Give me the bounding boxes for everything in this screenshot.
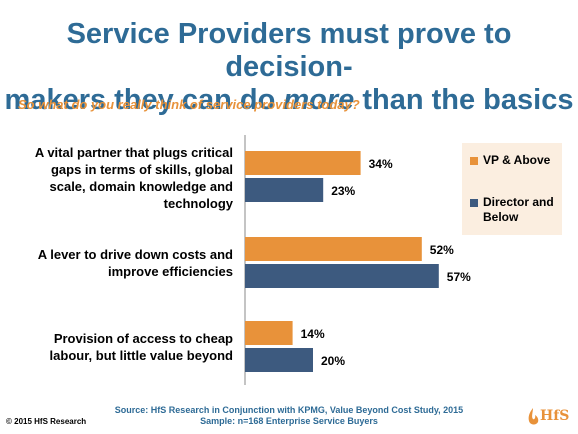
category-label-line: technology: [163, 196, 233, 211]
data-label-director-1: 23%: [331, 184, 355, 198]
category-label-line: Provision of access to cheap: [53, 331, 233, 346]
legend-item-vp: VP & Above: [470, 153, 550, 168]
title-part-3: than the basics: [354, 84, 574, 116]
category-label-line: improve efficiencies: [108, 264, 233, 279]
legend-swatch-director: [470, 198, 478, 207]
legend-label-director-2: Below: [483, 210, 519, 224]
bar-vp-3: [245, 321, 293, 345]
category-label-line: labour, but little value beyond: [49, 348, 233, 363]
hfs-logo: HfS: [526, 406, 572, 428]
category-label-line: A lever to drive down costs and: [37, 247, 233, 262]
category-label-line: gaps in terms of skills, global: [50, 162, 233, 177]
source-note: Source: HfS Research in Conjunction with…: [0, 405, 578, 427]
bar-director-3: [245, 348, 313, 372]
flame-icon: [528, 408, 539, 425]
bar-vp-2: [245, 237, 422, 261]
data-label-vp-3: 14%: [301, 327, 325, 341]
legend: VP & Above Director and Below: [462, 143, 562, 235]
title-line-1: Service Providers must prove to decision…: [66, 18, 512, 83]
title-emphasis: more: [283, 84, 355, 116]
data-label-vp-2: 52%: [430, 243, 454, 257]
category-label-1: A vital partner that plugs critical gaps …: [8, 144, 233, 212]
legend-swatch-vp: [470, 156, 478, 165]
source-line-1: Source: HfS Research in Conjunction with…: [114, 405, 464, 415]
source-line-2: Sample: n=168 Enterprise Service Buyers: [200, 416, 378, 426]
legend-label-vp: VP & Above: [483, 153, 551, 167]
data-label-vp-1: 34%: [369, 157, 393, 171]
legend-label-director-1: Director and: [483, 195, 554, 209]
bar-director-2: [245, 264, 439, 288]
copyright: © 2015 HfS Research: [6, 417, 87, 426]
title-part-2: makers they can do: [4, 84, 284, 116]
bar-director-1: [245, 178, 324, 202]
category-label-2: A lever to drive down costs and improve e…: [8, 246, 233, 280]
bar-vp-1: [245, 151, 361, 175]
chart-subtitle: So what do you really think of service p…: [18, 97, 360, 112]
category-label-line: A vital partner that plugs critical: [34, 145, 233, 160]
chart-title: Service Providers must prove to decision…: [0, 18, 578, 117]
title-line-2: makers they can do more than the basics: [0, 84, 578, 117]
logo-text: HfS: [540, 408, 570, 424]
data-label-director-2: 57%: [447, 270, 471, 284]
legend-item-director: Director and Below: [470, 195, 554, 225]
category-label-3: Provision of access to cheap labour, but …: [8, 330, 233, 364]
category-label-line: scale, domain knowledge and: [49, 179, 234, 194]
data-label-director-3: 20%: [321, 354, 345, 368]
